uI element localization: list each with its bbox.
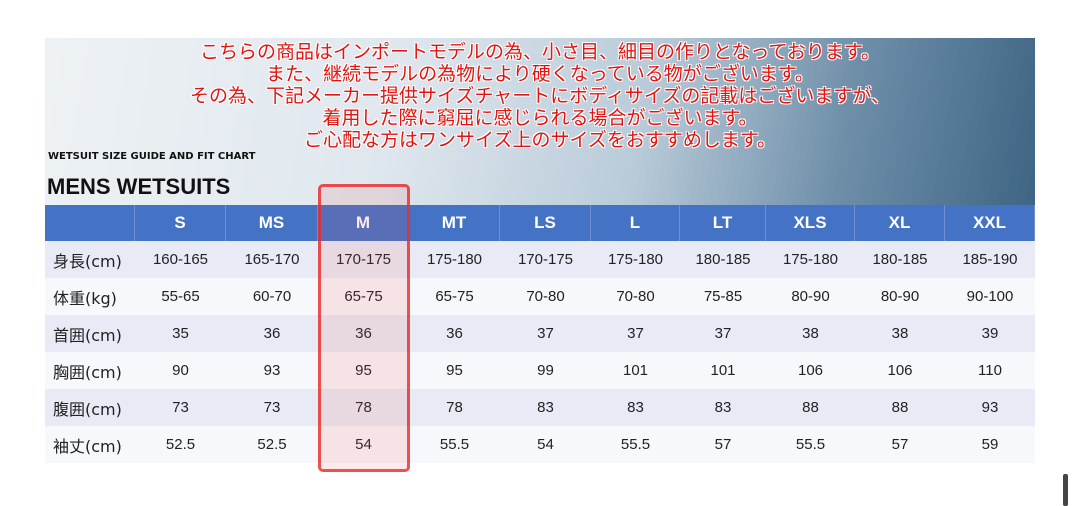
banner <box>45 38 1035 205</box>
table-cell: 38 <box>766 315 855 352</box>
table-cell: 78 <box>318 389 409 426</box>
column-header: M <box>318 205 409 241</box>
row-label: 首囲(cm) <box>45 315 135 352</box>
table-cell: 37 <box>591 315 680 352</box>
table-cell: 75-85 <box>680 278 766 315</box>
table-cell: 90-100 <box>945 278 1035 315</box>
table-cell: 88 <box>766 389 855 426</box>
table-cell: 175-180 <box>591 241 680 278</box>
table-cell: 185-190 <box>945 241 1035 278</box>
column-header: LS <box>500 205 591 241</box>
table-cell: 70-80 <box>500 278 591 315</box>
column-header: LT <box>680 205 766 241</box>
row-label: 袖丈(cm) <box>45 426 135 463</box>
table-cell: 60-70 <box>226 278 318 315</box>
table-cell: 52.5 <box>135 426 226 463</box>
title: MENS WETSUITS <box>47 174 231 199</box>
table-cell: 78 <box>409 389 500 426</box>
table-cell: 83 <box>500 389 591 426</box>
table-cell: 36 <box>318 315 409 352</box>
table-cell: 55.5 <box>591 426 680 463</box>
table-cell: 36 <box>226 315 318 352</box>
header-cell <box>45 205 135 241</box>
table-cell: 59 <box>945 426 1035 463</box>
table-cell: 106 <box>766 352 855 389</box>
table-cell: 83 <box>591 389 680 426</box>
table-cell: 160-165 <box>135 241 226 278</box>
table-cell: 180-185 <box>855 241 945 278</box>
table-cell: 73 <box>135 389 226 426</box>
notice-line: ご心配な方はワンサイズ上のサイズをおすすめします。 <box>304 129 776 151</box>
row-label: 身長(cm) <box>45 241 135 278</box>
table-cell: 99 <box>500 352 591 389</box>
table-cell: 170-175 <box>500 241 591 278</box>
table-cell: 175-180 <box>409 241 500 278</box>
table-cell: 170-175 <box>318 241 409 278</box>
table-cell: 93 <box>226 352 318 389</box>
notice-line: その為、下記メーカー提供サイズチャートにボディサイズの記載はございますが、 <box>190 85 890 107</box>
table-cell: 55.5 <box>766 426 855 463</box>
table-cell: 180-185 <box>680 241 766 278</box>
table-cell: 93 <box>945 389 1035 426</box>
table-cell: 165-170 <box>226 241 318 278</box>
table-cell: 95 <box>318 352 409 389</box>
table-cell: 95 <box>409 352 500 389</box>
table-cell: 88 <box>855 389 945 426</box>
table-cell: 101 <box>591 352 680 389</box>
table-cell: 80-90 <box>855 278 945 315</box>
table-cell: 73 <box>226 389 318 426</box>
table-cell: 90 <box>135 352 226 389</box>
table-cell: 37 <box>680 315 766 352</box>
table-cell: 38 <box>855 315 945 352</box>
table-cell: 57 <box>855 426 945 463</box>
table-cell: 54 <box>318 426 409 463</box>
table-cell: 39 <box>945 315 1035 352</box>
table-cell: 54 <box>500 426 591 463</box>
table-cell: 65-75 <box>318 278 409 315</box>
highlight <box>318 184 410 472</box>
notice-line: 着用した際に窮屈に感じられる場合がございます。 <box>322 107 758 129</box>
column-header: XXL <box>945 205 1035 241</box>
table-cell: 80-90 <box>766 278 855 315</box>
row-label: 体重(kg) <box>45 278 135 315</box>
table-cell: 52.5 <box>226 426 318 463</box>
column-header: L <box>591 205 680 241</box>
row-label: 胸囲(cm) <box>45 352 135 389</box>
table-cell: 55-65 <box>135 278 226 315</box>
notice-line: こちらの商品はインポートモデルの為、小さ目、細目の作りとなっております。 <box>199 41 880 63</box>
column-header: XL <box>855 205 945 241</box>
table-cell: 65-75 <box>409 278 500 315</box>
table-cell: 110 <box>945 352 1035 389</box>
table-cell: 101 <box>680 352 766 389</box>
table-cell: 55.5 <box>409 426 500 463</box>
row-label: 腹囲(cm) <box>45 389 135 426</box>
table-cell: 57 <box>680 426 766 463</box>
column-header: MT <box>409 205 500 241</box>
notice-line: また、継続モデルの為物により硬くなっている物がございます。 <box>266 63 814 85</box>
table-cell: 37 <box>500 315 591 352</box>
table-cell: 36 <box>409 315 500 352</box>
table-cell: 83 <box>680 389 766 426</box>
scrollbar <box>1063 474 1068 506</box>
table-cell: 70-80 <box>591 278 680 315</box>
subtitle: WETSUIT SIZE GUIDE AND FIT CHART <box>48 151 256 162</box>
table-cell: 175-180 <box>766 241 855 278</box>
column-header: XLS <box>766 205 855 241</box>
column-header: MS <box>226 205 318 241</box>
table-cell: 35 <box>135 315 226 352</box>
table-cell: 106 <box>855 352 945 389</box>
column-header: S <box>135 205 226 241</box>
